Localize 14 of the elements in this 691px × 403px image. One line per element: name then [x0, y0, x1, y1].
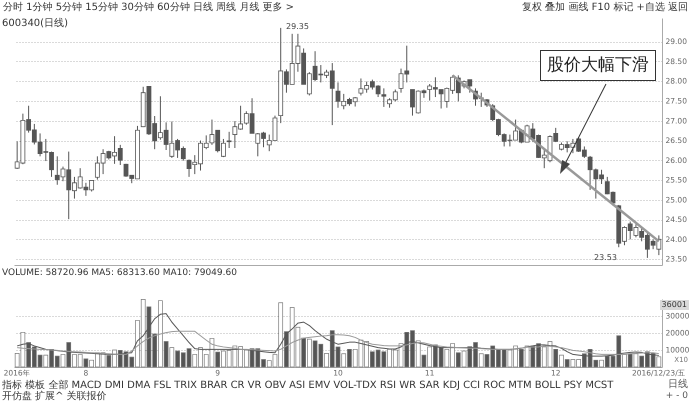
text: 分时 1分钟 5分钟 15分钟 30分钟 60分钟 日线 周线 月线 更多 >: [3, 2, 294, 13]
chart-title: VOLUME: 58720.96 MA5: 68313.60 MA10: 79049.60: [2, 268, 237, 278]
text: 复权 叠加 画线 F10 标记 +自选 返回: [522, 2, 688, 13]
text: + - 0: [666, 391, 688, 401]
text: 指标 模板 全部 MACD DMI DMA FSL TRIX BRAR CR VR OBV ASI EMV VOL-TDX RSI WR SAR KDJ CCI ROC MTM BOLL PSY MCST: [2, 380, 614, 391]
text: 开仿盘 扩展^ 关联报价: [2, 391, 107, 402]
text: 日线: [668, 379, 688, 390]
text-box: 股价大幅下滑: [540, 50, 656, 81]
annotation: 36001: [660, 300, 689, 310]
annotation: 23.53: [594, 253, 617, 262]
line-series: [16, 330, 660, 355]
annotation: 29.35: [286, 22, 309, 31]
candlestick: [226, 131, 232, 149]
chart-title: 600340(日线): [2, 18, 68, 29]
